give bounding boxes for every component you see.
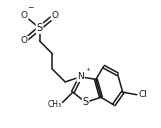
Text: S: S <box>83 97 89 107</box>
Text: O: O <box>21 36 28 45</box>
Text: +: + <box>85 67 90 72</box>
Text: S: S <box>37 23 43 33</box>
Text: N: N <box>77 72 84 81</box>
Text: O: O <box>21 11 28 20</box>
Text: O: O <box>51 11 58 20</box>
Text: Cl: Cl <box>138 90 147 99</box>
Text: −: − <box>27 3 34 12</box>
Text: CH₃: CH₃ <box>47 100 61 109</box>
